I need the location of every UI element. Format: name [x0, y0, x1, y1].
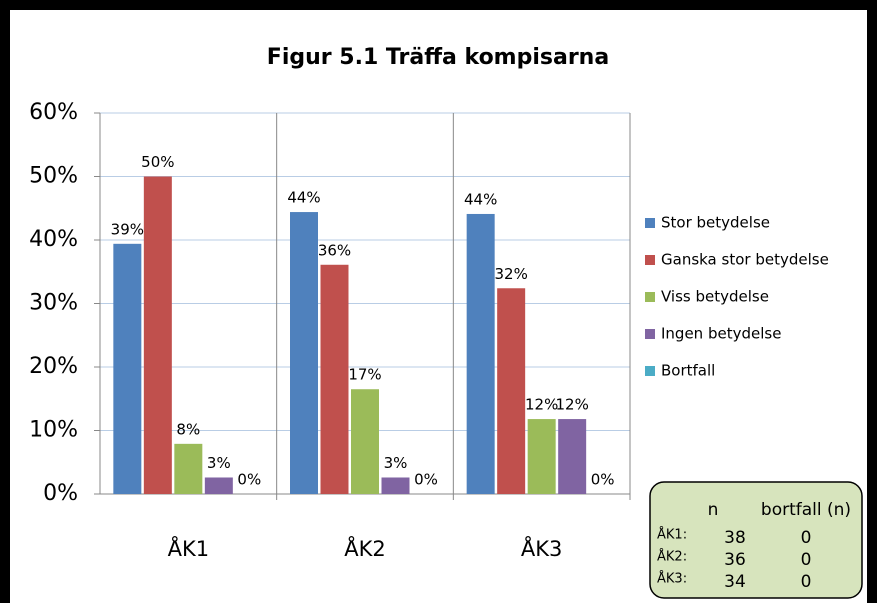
legend-swatch: [645, 255, 655, 265]
bar: [143, 176, 172, 494]
bar: [320, 264, 349, 494]
table-cell: 0: [801, 572, 812, 592]
legend-label: Ingen betydelse: [661, 325, 781, 343]
table-row-label: ÅK1:: [657, 527, 687, 543]
data-label: 12%: [525, 396, 558, 414]
bar: [204, 477, 233, 494]
x-tick-label: ÅK2: [344, 535, 386, 561]
data-label: 44%: [287, 189, 320, 207]
table-cell: 36: [724, 550, 746, 570]
y-tick-label: 50%: [29, 164, 78, 189]
bar: [558, 419, 587, 494]
legend-swatch: [645, 292, 655, 302]
data-label: 3%: [207, 454, 231, 472]
y-tick-label: 20%: [29, 354, 78, 379]
data-label: 17%: [348, 366, 381, 384]
data-label: 50%: [141, 153, 174, 171]
data-label: 0%: [414, 471, 438, 489]
bar: [113, 243, 142, 494]
info-box: [649, 481, 863, 599]
table-row-label: ÅK2:: [657, 549, 687, 565]
table-cell: 0: [801, 528, 812, 548]
data-label: 0%: [591, 471, 615, 489]
bar: [174, 443, 203, 494]
y-tick-label: 0%: [43, 481, 78, 506]
data-label: 3%: [384, 454, 408, 472]
data-label: 44%: [464, 190, 497, 208]
legend-swatch: [645, 329, 655, 339]
legend-label: Bortfall: [661, 362, 715, 380]
data-label: 39%: [111, 220, 144, 238]
x-tick-label: ÅK3: [521, 535, 563, 561]
table-row-label: ÅK3:: [657, 571, 687, 587]
data-label: 32%: [494, 265, 527, 283]
table-cell: 34: [724, 572, 746, 592]
table-cell: 0: [801, 550, 812, 570]
data-label: 8%: [176, 420, 200, 438]
bar: [466, 213, 495, 494]
bar: [527, 419, 556, 494]
legend-label: Stor betydelse: [661, 214, 770, 232]
bar: [351, 389, 379, 494]
bar: [381, 477, 410, 494]
data-label: 0%: [237, 471, 261, 489]
legend-swatch: [645, 218, 655, 228]
y-tick-label: 60%: [29, 100, 78, 125]
y-tick-label: 30%: [29, 291, 78, 316]
table-cell: 38: [724, 528, 746, 548]
table-header: bortfall (n): [761, 500, 851, 520]
data-label: 36%: [318, 241, 351, 259]
legend-swatch: [645, 366, 655, 376]
legend-label: Viss betydelse: [661, 288, 769, 306]
x-tick-label: ÅK1: [168, 535, 210, 561]
bar: [290, 212, 318, 494]
legend-label: Ganska stor betydelse: [661, 251, 829, 269]
table-header: n: [708, 500, 719, 520]
y-tick-label: 10%: [29, 418, 78, 443]
y-tick-label: 40%: [29, 227, 78, 252]
data-label: 12%: [555, 396, 588, 414]
chart-title: Figur 5.1 Träffa kompisarna: [267, 45, 609, 70]
bar: [497, 288, 526, 494]
